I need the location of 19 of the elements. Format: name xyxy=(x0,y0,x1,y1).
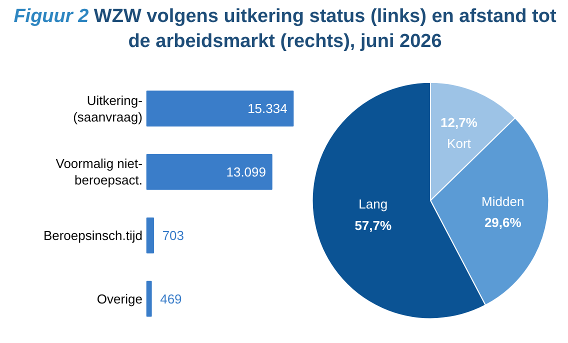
data-label: 29,6% xyxy=(484,215,522,230)
bar xyxy=(146,217,154,254)
slice-label: Midden xyxy=(482,194,524,209)
y-tick-label: Voormalig niet- beroepsact. xyxy=(56,156,142,188)
y-tick-label: Uitkering- (saanvraag) xyxy=(73,92,142,124)
y-tick-label: Beroepsinsch.tijd xyxy=(43,228,142,243)
data-label: 15.334 xyxy=(248,101,288,116)
data-label: 469 xyxy=(160,291,182,306)
data-label: 703 xyxy=(162,228,184,243)
bar xyxy=(146,90,294,126)
bar xyxy=(146,280,152,317)
chart-title: Figuur 2 WZW volgens uitkering status (links) en afstand tot de arbeidsmarkt (rechts), juni 2026 xyxy=(12,5,558,54)
slice-label: Lang xyxy=(358,196,388,212)
slice-label: Kort xyxy=(447,136,472,152)
bar xyxy=(146,154,272,190)
data-label: 13.099 xyxy=(226,164,266,180)
data-label: 57,7% xyxy=(354,218,392,233)
data-label: 12,7% xyxy=(440,114,478,130)
y-tick-label: Overige xyxy=(96,291,142,306)
